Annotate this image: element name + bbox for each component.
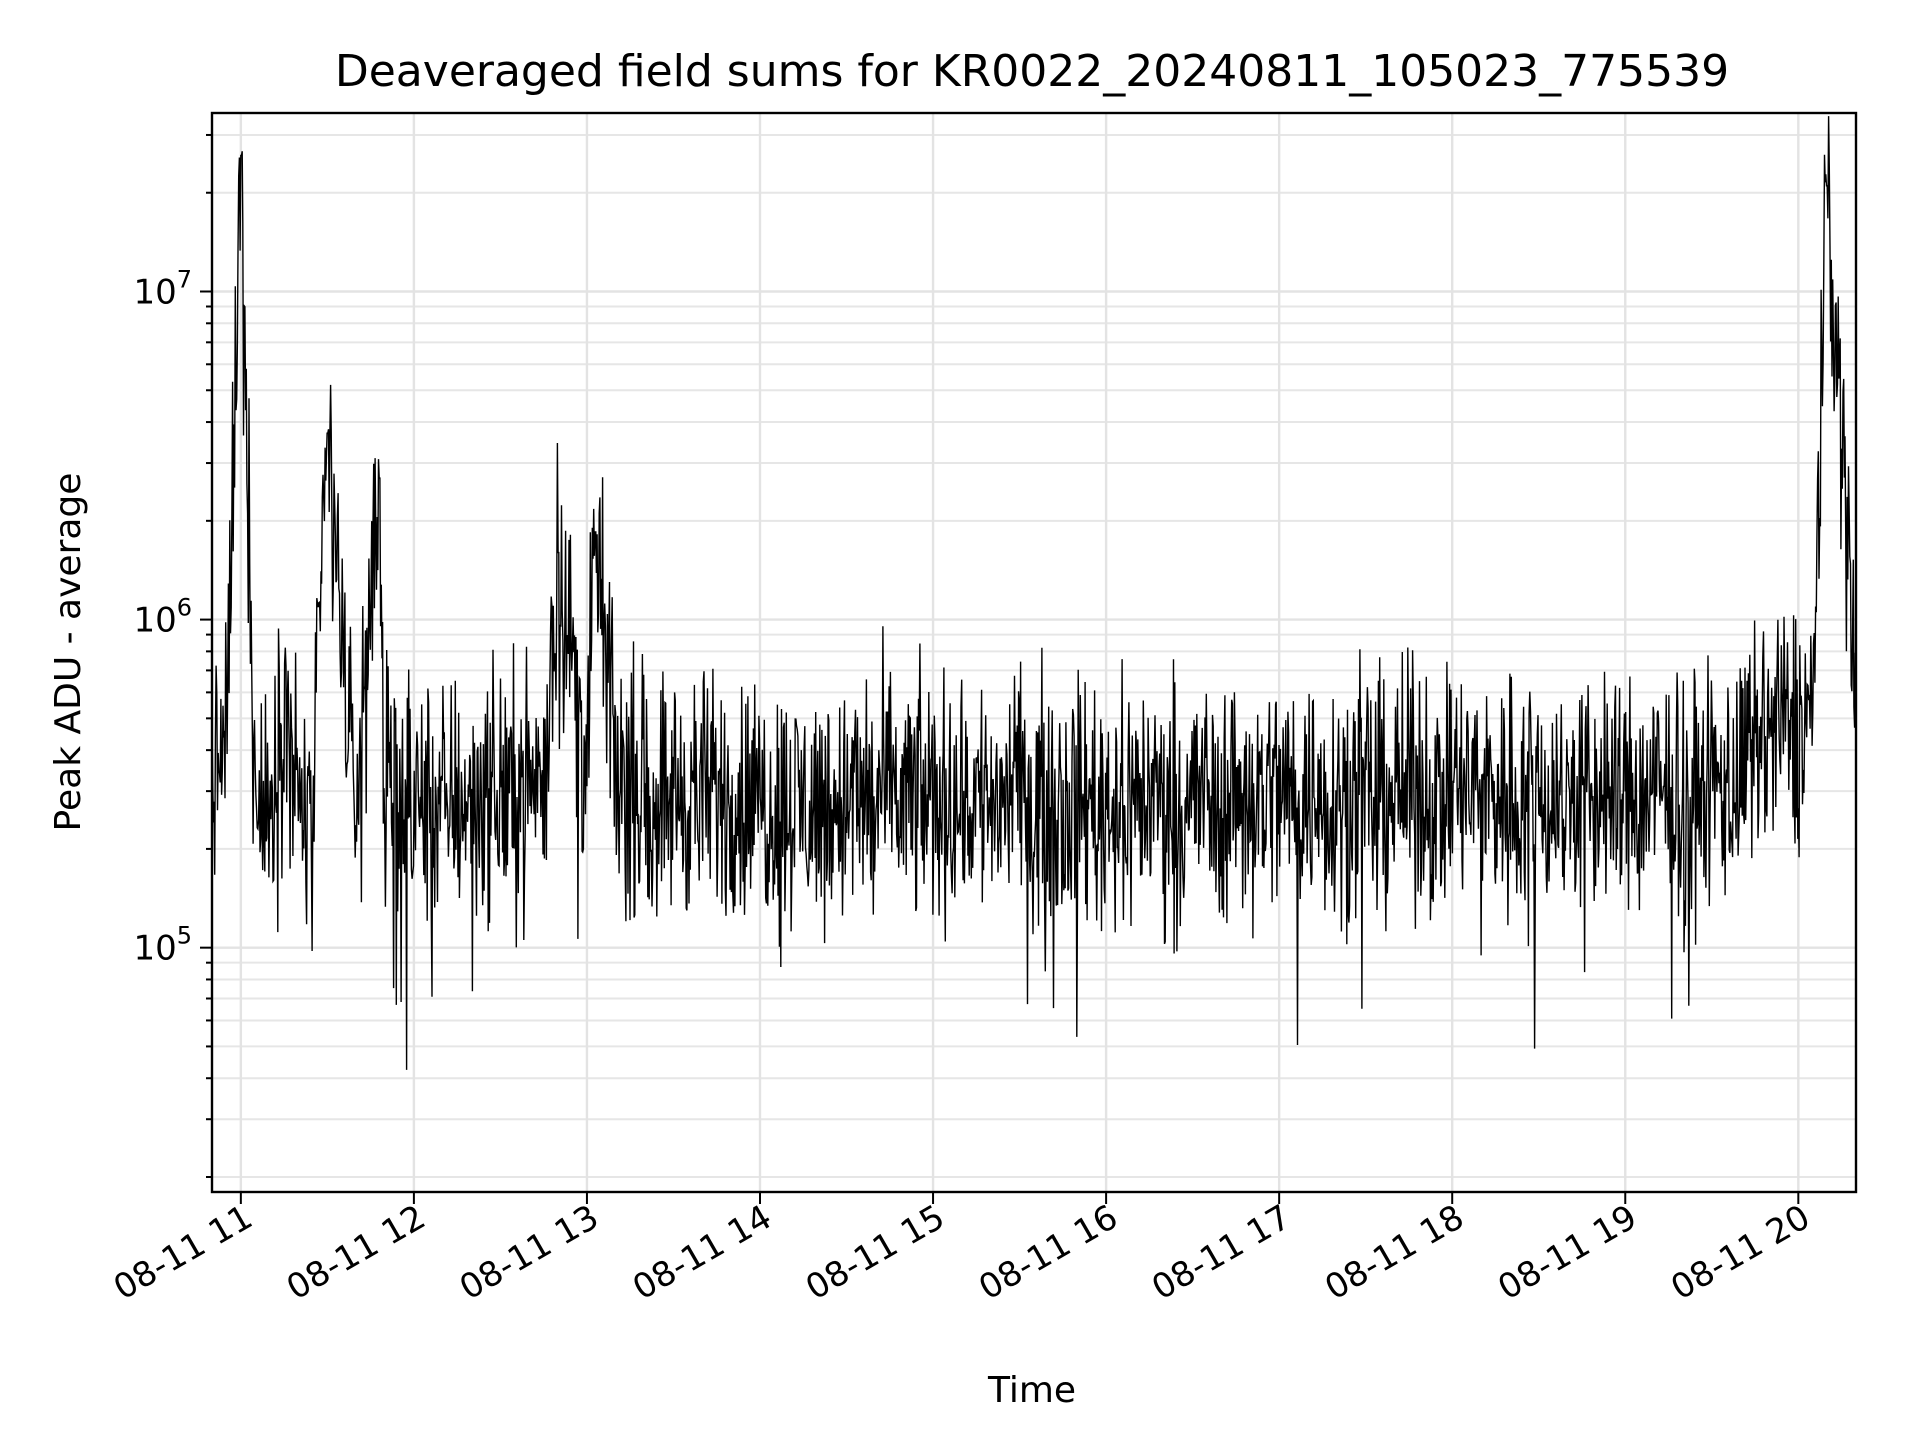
x-axis-ticks: 08-11 11 08-11 12 08-11 13 08-11 14 08-11 15… [107, 1192, 1817, 1308]
x-tick-label: 08-11 11 [107, 1197, 259, 1308]
grid [212, 113, 1856, 1192]
x-tick-label: 08-11 12 [280, 1197, 432, 1308]
series-line [211, 116, 1857, 1070]
x-axis-label: Time [987, 1370, 1076, 1411]
x-tick-label: 08-11 20 [1664, 1197, 1816, 1308]
x-tick-label: 08-11 18 [1318, 1197, 1470, 1308]
y-axis-label: Peak ADU - average [48, 473, 89, 832]
x-tick-label: 08-11 15 [799, 1197, 951, 1308]
y-tick-label: 106 [133, 594, 192, 641]
y-axis-ticks: 105 106 107 [133, 133, 212, 1178]
x-tick-label: 08-11 16 [972, 1197, 1124, 1308]
x-tick-label: 08-11 17 [1145, 1197, 1297, 1308]
chart-title: Deaveraged field sums for KR0022_2024081… [335, 46, 1729, 97]
x-tick-label: 08-11 19 [1491, 1197, 1643, 1308]
x-tick-label: 08-11 13 [453, 1197, 605, 1308]
series-layer [211, 116, 1857, 1070]
y-tick-label: 107 [133, 265, 192, 312]
x-tick-label: 08-11 14 [626, 1197, 778, 1308]
y-tick-label: 105 [133, 922, 192, 969]
plot-frame [210, 111, 1858, 1194]
